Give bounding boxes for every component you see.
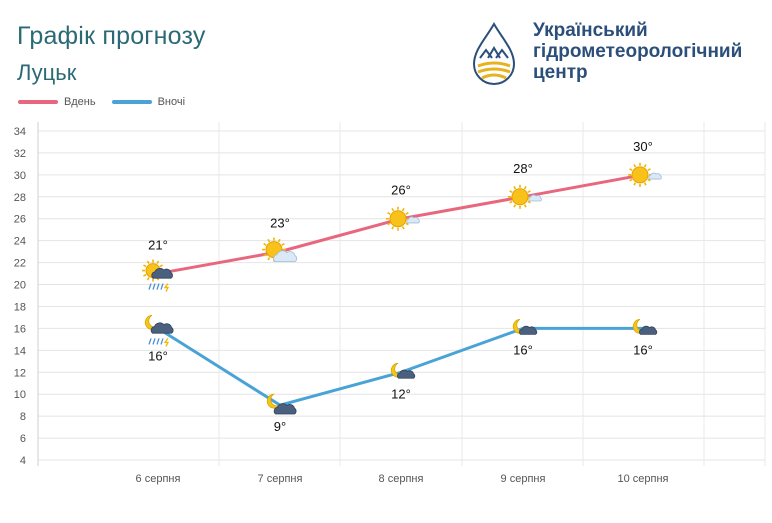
x-tick-label: 8 серпня <box>379 473 424 485</box>
x-tick-label: 10 серпня <box>617 473 668 485</box>
organization-name: Український гідрометеорологічний центр <box>533 20 742 83</box>
ugmc-logo-icon <box>472 22 516 85</box>
day-temp-label: 26° <box>391 183 411 198</box>
night-temp-label: 16° <box>148 348 168 363</box>
y-tick-label: 24 <box>14 236 26 248</box>
y-tick-label: 12 <box>14 367 26 379</box>
partly-cloudy-thunderstorm-icon <box>142 259 173 292</box>
city-name: Луцьк <box>17 60 77 85</box>
day-temp-label: 30° <box>633 139 653 154</box>
y-tick-label: 6 <box>20 433 26 445</box>
x-tick-label: 9 серпня <box>501 473 546 485</box>
day-temp-label: 21° <box>148 238 168 253</box>
org-line-3: центр <box>533 62 588 83</box>
legend-item-day[interactable]: Вдень <box>18 96 96 108</box>
y-tick-label: 4 <box>20 455 26 467</box>
legend-day-label: Вдень <box>64 96 96 108</box>
y-tick-label: 30 <box>14 170 26 182</box>
moon-cloud-icon <box>632 319 658 335</box>
x-tick-label: 7 серпня <box>258 473 303 485</box>
night-temp-label: 9° <box>274 419 286 434</box>
day-temp-label: 28° <box>513 161 533 176</box>
y-tick-label: 32 <box>14 148 26 160</box>
night-temp-label: 12° <box>391 386 411 401</box>
y-tick-label: 16 <box>14 323 26 335</box>
moon-cloud-thunderstorm-icon <box>144 315 174 347</box>
y-tick-label: 34 <box>14 126 26 138</box>
sun-small-cloud-icon <box>628 162 662 187</box>
night-temp-label: 16° <box>513 342 533 357</box>
legend-night-swatch <box>111 100 152 104</box>
sun-small-cloud-icon <box>508 184 542 209</box>
org-line-1: Український <box>533 20 648 41</box>
legend-day-swatch <box>18 100 58 104</box>
night-temp-label: 16° <box>633 342 653 357</box>
moon-cloud-icon <box>390 362 416 379</box>
y-tick-label: 14 <box>14 345 26 357</box>
chart-legend: Вдень Вночі <box>18 96 201 108</box>
y-tick-label: 20 <box>14 280 26 292</box>
sun-small-cloud-icon <box>386 206 420 231</box>
y-tick-label: 18 <box>14 301 26 313</box>
day-temp-label: 23° <box>270 216 290 231</box>
y-tick-label: 28 <box>14 192 26 204</box>
y-tick-label: 10 <box>14 389 26 401</box>
legend-night-label: Вночі <box>157 96 186 108</box>
legend-item-night[interactable]: Вночі <box>111 96 186 108</box>
page-title: Графік прогнозу <box>17 22 206 50</box>
y-tick-label: 26 <box>14 214 26 226</box>
org-line-2: гідрометеорологічний <box>533 41 743 62</box>
moon-cloud-icon <box>512 319 538 335</box>
x-tick-label: 6 серпня <box>136 473 181 485</box>
y-tick-label: 22 <box>14 258 26 270</box>
moon-dark-cloud-icon <box>266 393 297 415</box>
y-tick-label: 8 <box>20 411 26 423</box>
sun-cloud-icon <box>262 237 298 263</box>
